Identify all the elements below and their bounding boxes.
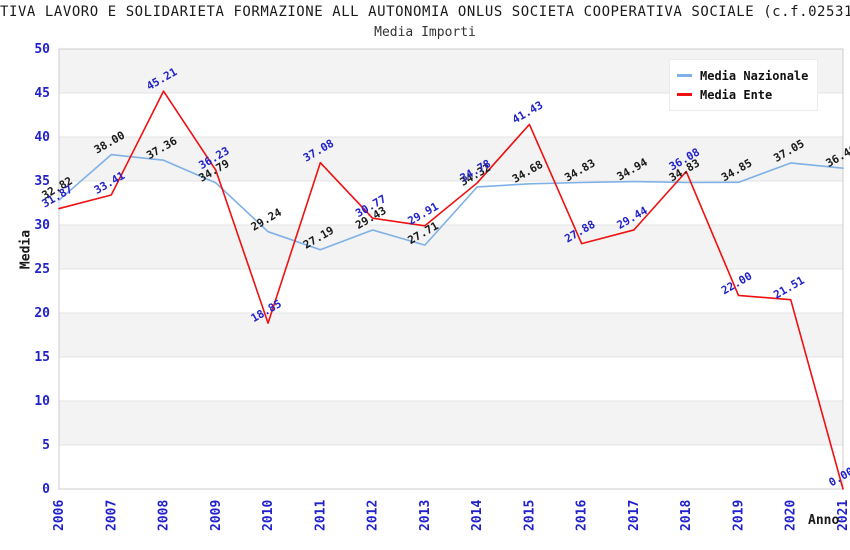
x-tick-label: 2012 — [366, 500, 381, 531]
x-tick-label: 2017 — [627, 500, 642, 531]
x-tick-label: 2020 — [784, 500, 799, 531]
y-tick-label: 40 — [34, 130, 50, 145]
x-tick-label: 2009 — [209, 500, 224, 531]
y-tick-label: 45 — [34, 86, 50, 101]
x-tick-label: 2018 — [679, 500, 694, 531]
y-tick-label: 30 — [34, 218, 50, 233]
x-tick-label: 2019 — [731, 500, 746, 531]
y-tick-label: 15 — [34, 350, 50, 365]
x-tick-label: 2011 — [313, 500, 328, 531]
plot-band — [59, 401, 843, 445]
y-tick-label: 25 — [34, 262, 50, 277]
y-axis-title: Media — [18, 229, 34, 270]
legend-item-media-nazionale: Media Nazionale — [677, 66, 808, 85]
y-tick-label: 50 — [34, 42, 50, 57]
x-tick-label: 2013 — [418, 500, 433, 531]
chart-subtitle: Media Importi — [374, 25, 476, 40]
legend-label: Media Ente — [700, 87, 773, 102]
x-tick-label: 2015 — [522, 500, 537, 531]
x-tick-label: 2014 — [470, 500, 485, 531]
series-line-media-ente — [58, 90, 844, 490]
series-line-media-nazionale — [58, 153, 844, 251]
plot-border — [58, 48, 844, 490]
y-tick-label: 5 — [42, 438, 50, 453]
x-tick-label: 2007 — [104, 500, 119, 531]
x-tick-label: 2008 — [157, 500, 172, 531]
legend-swatch-ente-icon — [677, 93, 692, 96]
data-label-media-ente: 21.51 — [771, 274, 807, 302]
legend-label: Media Nazionale — [700, 68, 809, 83]
y-tick-label: 35 — [34, 174, 50, 189]
data-label-media-ente: 0.00 — [827, 465, 850, 490]
legend-swatch-nazionale-icon — [677, 74, 692, 77]
plot-band — [59, 313, 843, 357]
chart-title: TIVA LAVORO E SOLIDARIETA FORMAZIONE ALL… — [0, 4, 850, 20]
data-label-media-ente: 41.43 — [510, 98, 545, 126]
y-tick-label: 10 — [34, 394, 50, 409]
chart-legend: Media Nazionale Media Ente — [669, 59, 819, 111]
x-tick-label: 2016 — [575, 500, 590, 531]
plot-band — [59, 137, 843, 181]
x-tick-label: 2010 — [261, 500, 276, 531]
legend-item-media-ente: Media Ente — [677, 85, 808, 104]
y-tick-label: 20 — [34, 306, 50, 321]
x-tick-label: 2006 — [52, 500, 67, 531]
x-tick-label: 2021 — [836, 500, 850, 531]
x-axis-title: Anno — [808, 513, 840, 528]
y-tick-label: 0 — [42, 482, 50, 497]
